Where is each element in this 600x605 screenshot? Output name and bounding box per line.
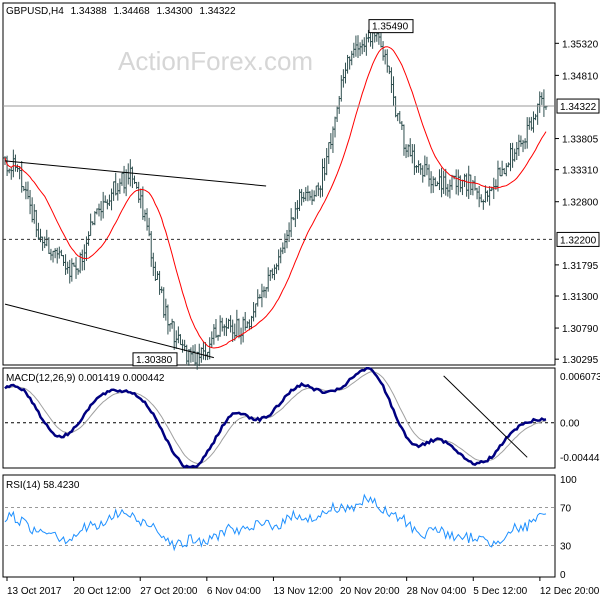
open-value: 1.34388 [71,6,108,17]
time-axis-tick: 13 Nov 12:00 [273,586,333,597]
watermark: ActionForex.com [118,46,313,76]
price-axis-tick: 1.30295 [562,355,599,366]
rsi-line [4,493,547,552]
price-axis-tick: 1.34322 [560,102,597,113]
price-annotation-label: 1.35490 [372,22,409,33]
price-axis-tick: 1.35320 [562,39,599,50]
time-axis-tick: 20 Nov 20:00 [340,586,400,597]
time-axis-tick: 6 Nov 04:00 [207,586,261,597]
macd-axis-tick: 0.00 [560,419,580,430]
time-axis-tick: 28 Nov 04:00 [407,586,467,597]
macd-signal-line [4,371,547,465]
low-value: 1.34300 [156,6,193,17]
symbol-timeframe: GBPUSD,H4 [6,6,64,17]
price-panel-frame [2,2,556,366]
price-axis-tick: 1.31300 [562,292,599,303]
price-annotation-box [368,19,414,34]
rsi-axis-tick: 30 [560,542,572,553]
price-annotation-box [132,352,178,367]
time-axis-tick: 27 Oct 20:00 [140,586,198,597]
support-level-tag [556,231,600,247]
high-value: 1.34468 [114,6,151,17]
upper-trendline [4,160,267,187]
current-price-tag [556,98,600,114]
price-axis-tick: 1.33310 [562,166,599,177]
macd-trendline [443,375,528,458]
price-header: GBPUSD,H4 1.34388 1.34468 1.34300 1.3432… [6,6,236,17]
rsi-axis-tick: 100 [560,475,577,486]
axis-labels-layer: 1.35320 1.34810 1.34322 1.33805 1.33310 1.328… [6,39,600,597]
macd-axis-tick: 0.006073 [560,372,600,383]
price-axis-tick: 1.32800 [562,198,599,209]
price-axis-tick: 1.30790 [562,324,599,335]
price-axis-tick: 1.33805 [562,135,599,146]
price-axis-tick: 1.32200 [560,235,597,246]
price-axis-tick: 1.31795 [562,261,599,272]
rsi-axis-tick: 70 [560,504,572,515]
rsi-series-layer [4,493,554,552]
time-axis-tick: 5 Dec 12:00 [473,586,527,597]
lower-trendline [4,303,215,359]
macd-series-layer [4,367,554,469]
price-series-layer: 1.35490 1.30380 [3,19,554,370]
price-annotation-label: 1.30380 [136,355,173,366]
rsi-title: RSI(14) 58.4230 [6,480,80,491]
rsi-panel-frame [2,474,556,578]
macd-panel-frame [2,367,556,469]
time-axis-tick: 12 Dec 20:00 [540,586,600,597]
moving-average-line [4,46,547,349]
time-axis-tick: 20 Oct 12:00 [74,586,132,597]
time-axis-tick: 13 Oct 2017 [7,586,62,597]
rsi-axis-tick: 0 [560,570,566,581]
price-axis-tick: 1.34810 [562,71,599,82]
close-value: 1.34322 [199,6,236,17]
macd-title: MACD(12,26,9) 0.001419 0.000442 [6,373,165,384]
macd-line [4,367,547,469]
